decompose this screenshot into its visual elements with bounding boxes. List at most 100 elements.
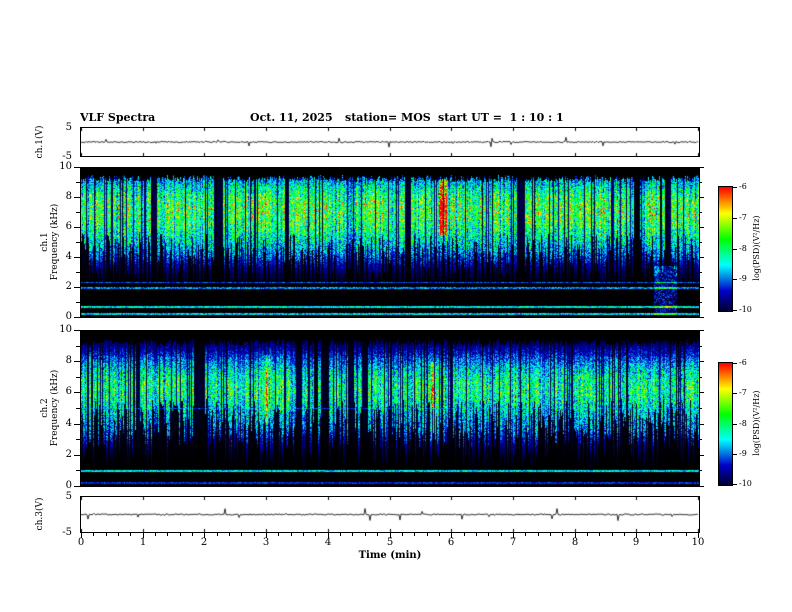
axis-tick [698,533,699,538]
axis-tick [204,533,205,538]
colorbar-tick-label: -8 [739,419,747,428]
freq-tick-label: 2 [65,449,72,460]
axis-tick [550,533,551,536]
ch3-voltage-panel [80,496,700,533]
axis-tick [612,533,613,536]
axis-tick [439,533,440,536]
axis-tick [74,392,80,393]
x-tick-label: 5 [386,537,394,548]
axis-tick [476,533,477,536]
axis-tick [733,484,737,485]
axis-tick [340,533,341,536]
axis-tick [74,486,80,487]
freq-tick-label: 8 [65,355,72,366]
ch1-voltage-axis-label: ch.1(V) [35,125,45,159]
axis-tick [106,533,107,536]
axis-tick [624,533,625,536]
axis-tick [599,533,600,536]
axis-tick [390,533,391,538]
colorbar-tick-label: -6 [739,182,747,191]
axis-tick [451,533,452,538]
axis-tick [733,424,737,425]
axis-tick [377,533,378,536]
x-tick-label: 0 [77,537,85,548]
axis-tick [700,227,704,228]
colorbar-tick-label: -10 [739,305,752,314]
axis-tick [700,392,704,393]
freq-tick-label: 0 [65,480,72,491]
axis-tick [74,257,80,258]
freq-tick-label: 10 [59,161,72,172]
axis-tick [700,317,704,318]
axis-tick [538,533,539,536]
ch2-colorbar-canvas [719,363,732,485]
colorbar-tick-label: -9 [739,449,747,458]
axis-tick [328,533,329,538]
volt-tick-label: -5 [62,151,72,162]
freq-tick-label: 8 [65,191,72,202]
axis-tick [130,533,131,536]
axis-tick [525,533,526,536]
axis-tick [733,363,737,364]
axis-tick [76,242,80,243]
axis-tick [74,167,80,168]
x-tick-label: 4 [324,537,332,548]
ch1-spectrogram-panel [80,167,700,318]
axis-tick [661,533,662,536]
axis-tick [587,533,588,536]
axis-tick [81,533,82,538]
axis-tick [733,310,737,311]
axis-tick [76,346,80,347]
x-tick-label: 2 [200,537,208,548]
colorbar-tick-label: -7 [739,213,747,222]
axis-tick [76,470,80,471]
axis-tick [217,533,218,536]
axis-tick [700,182,702,183]
volt-tick-label: 5 [65,491,72,502]
axis-tick [700,330,704,331]
volt-tick-label: 5 [65,122,72,133]
volt-tick-label: -5 [62,527,72,538]
axis-tick [365,533,366,536]
axis-tick [315,533,316,536]
axis-tick [74,455,80,456]
axis-tick [76,212,80,213]
axis-tick [74,361,80,362]
freq-tick-label: 6 [65,386,72,397]
axis-tick [76,302,80,303]
axis-tick [700,455,704,456]
axis-tick [733,187,737,188]
axis-tick [700,287,704,288]
date-label: Oct. 11, 2025 [250,111,333,124]
axis-tick [464,533,465,536]
axis-tick [700,302,702,303]
time-axis-label: Time (min) [358,550,422,561]
axis-tick [229,533,230,536]
axis-tick [352,533,353,536]
axis-tick [74,287,80,288]
axis-tick [266,533,267,538]
ch2-frequency-label: Frequency (kHz) [50,369,60,447]
axis-tick [278,533,279,536]
axis-tick [74,197,80,198]
ch2-frequency-axis-label: ch.2 Frequency (kHz) [40,370,60,447]
colorbar-tick-label: -10 [739,479,752,488]
axis-tick [74,424,80,425]
axis-tick [673,533,674,536]
freq-tick-label: 10 [59,324,72,335]
axis-tick [118,533,119,536]
axis-tick [488,533,489,536]
axis-tick [733,393,737,394]
axis-tick [700,470,702,471]
ch1-waveform-canvas [81,128,699,156]
ch1-channel-label: ch.1 [40,232,50,252]
x-tick-label: 6 [447,537,455,548]
axis-tick [155,533,156,536]
axis-tick [700,408,702,409]
axis-tick [700,377,702,378]
axis-tick [700,257,704,258]
x-tick-label: 8 [571,537,579,548]
ch2-spectrogram-canvas [81,331,699,486]
axis-tick [636,533,637,538]
